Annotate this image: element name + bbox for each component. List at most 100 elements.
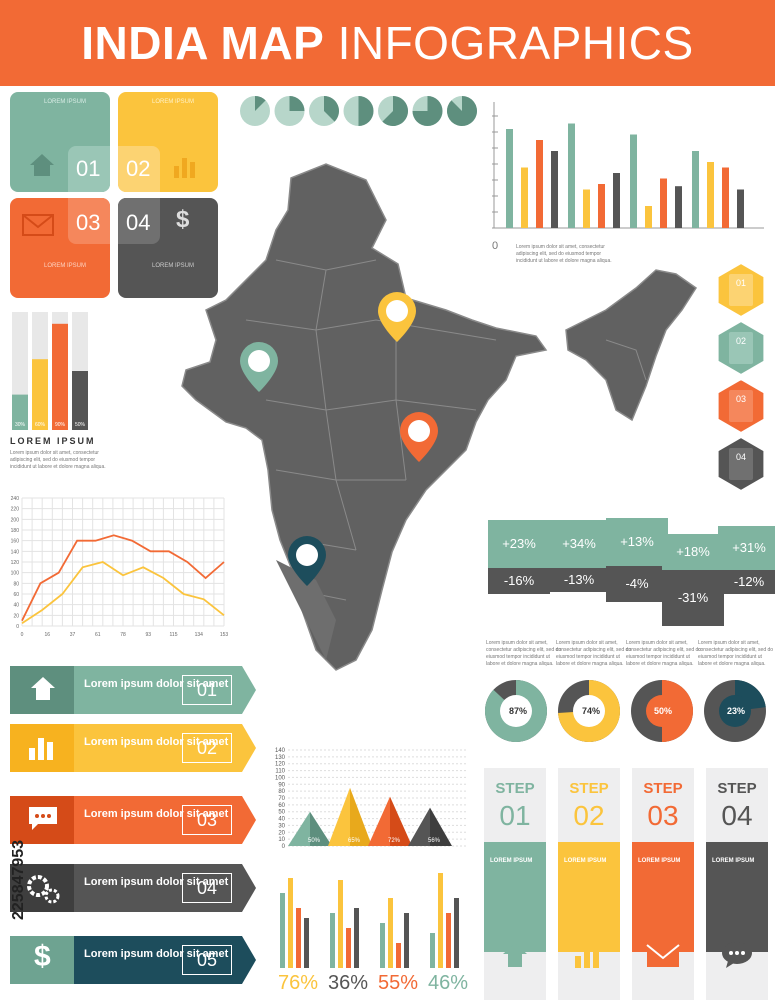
stat-down: -16% — [488, 568, 550, 594]
bottom-bar — [454, 898, 459, 968]
vbars-title: LOREM IPSUM — [10, 436, 96, 446]
line-series-1 — [21, 534, 225, 622]
top-bar — [645, 206, 652, 228]
tile-01: LOREM IPSUM 01 — [10, 92, 110, 192]
step-04[interactable]: STEP 04 LOREM IPSUM — [706, 768, 768, 1000]
y-tick-label: 30 — [278, 823, 285, 829]
y-tick-label: 50 — [278, 810, 285, 816]
step-label: LOREM IPSUM — [712, 858, 755, 864]
top-bar — [521, 167, 528, 228]
bar-chart-icon — [174, 158, 195, 178]
donut-row — [484, 680, 766, 742]
y-tick-label: 240 — [11, 496, 20, 502]
tile-number: 04 — [126, 210, 151, 235]
arrow-text: Lorem ipsum dolor sit amet — [84, 678, 229, 690]
arrow-text: Lorem ipsum dolor sit amet — [84, 948, 229, 960]
hexagon-label: 04 — [736, 452, 746, 462]
step-title: STEP — [717, 780, 757, 797]
top-bar — [506, 129, 513, 228]
bottom-bar — [330, 913, 335, 968]
bottom-bar — [280, 893, 285, 968]
page-title: INDIA MAP INFOGRAPHICS — [0, 0, 775, 86]
donut-label-1: 87% — [508, 706, 527, 716]
y-tick-label: 90 — [278, 782, 285, 788]
y-tick-label: 20 — [13, 613, 19, 619]
step-number: 01 — [499, 800, 531, 831]
bottom-percent-2: 36% — [328, 972, 369, 994]
hexagon-04[interactable]: 04 — [716, 435, 766, 493]
step-label: LOREM IPSUM — [564, 858, 607, 864]
y-tick-label: 200 — [11, 517, 20, 523]
tile-number: 01 — [76, 156, 101, 181]
bar-chart-icon — [575, 946, 599, 968]
x-tick-label: 78 — [120, 632, 126, 638]
bottom-bar — [346, 928, 351, 968]
home-icon — [503, 943, 527, 967]
stat-caption-2: Lorem ipsum dolor sit amet, consectetur a… — [556, 640, 632, 667]
hexagon-label: 02 — [736, 336, 746, 346]
bottom-bar — [304, 918, 309, 968]
step-02[interactable]: STEP 02 LOREM IPSUM — [558, 768, 620, 1000]
step-01[interactable]: STEP 01 LOREM IPSUM — [484, 768, 546, 1000]
step-number: 03 — [647, 800, 679, 831]
top-bar — [551, 151, 558, 228]
arrow-row-01[interactable]: Lorem ipsum dolor sit amet 01 — [10, 666, 256, 714]
triangle-label: 50% — [308, 838, 321, 844]
step-title: STEP — [643, 780, 683, 797]
arrow-row-05[interactable]: $ Lorem ipsum dolor sit amet 05 — [10, 936, 256, 984]
map-pin-orange[interactable] — [398, 410, 440, 466]
x-tick-label: 93 — [145, 632, 151, 638]
tile-number: 02 — [126, 156, 151, 181]
stat-col-5: +31% -12% — [718, 526, 775, 594]
line-chart: 0 20 40 60 80 100 120 140 160 180 200 220 240 0 16 37 61… — [11, 496, 229, 638]
line-series-2 — [21, 561, 225, 625]
envelope-icon — [646, 944, 680, 967]
arrow-row-04[interactable]: Lorem ipsum dolor sit amet 04 — [10, 864, 256, 912]
map-pin-teal[interactable] — [238, 340, 280, 396]
hexagon-02[interactable]: 02 — [716, 319, 766, 377]
map-pin-yellow[interactable] — [376, 290, 418, 346]
hexagon-03[interactable]: 03 — [716, 377, 766, 435]
arrow-row-03[interactable]: Lorem ipsum dolor sit amet 03 — [10, 796, 256, 844]
top-bar — [598, 184, 605, 228]
arrow-number: 01 — [182, 675, 232, 705]
pie-progress-3 — [309, 96, 339, 126]
donut-label-2: 74% — [581, 706, 600, 716]
pie-progress-2 — [274, 96, 305, 126]
triangle-label: 65% — [348, 838, 361, 844]
top-bar — [737, 189, 744, 228]
triangle-3 — [368, 796, 390, 846]
progress-bar — [12, 394, 28, 430]
y-tick-label: 120 — [275, 762, 286, 768]
top-bar — [692, 151, 699, 228]
arrow-number: 03 — [182, 805, 232, 835]
step-03[interactable]: STEP 03 LOREM IPSUM — [632, 768, 694, 1000]
arrow-row-02[interactable]: Lorem ipsum dolor sit amet 02 — [10, 724, 256, 772]
chat-icon — [29, 807, 57, 830]
pie-progress-4 — [343, 96, 374, 126]
tile-label: LOREM IPSUM — [44, 263, 87, 269]
progress-label: 90% — [55, 422, 66, 428]
progress-bar — [52, 323, 68, 430]
y-tick-label: 20 — [278, 830, 285, 836]
tile-number: 03 — [76, 210, 101, 235]
top-bar — [568, 123, 575, 228]
tile-02: LOREM IPSUM 02 — [118, 92, 218, 192]
y-tick-label: 180 — [11, 528, 20, 534]
triangle-4 — [408, 807, 430, 846]
top-bar — [707, 162, 714, 228]
step-title: STEP — [569, 780, 609, 797]
pie-progress-row — [240, 96, 478, 126]
stat-caption-1: Lorem ipsum dolor sit amet, consectetur a… — [486, 640, 562, 667]
gears-icon — [27, 875, 60, 904]
donut-4 — [704, 680, 766, 742]
progress-label: 30% — [15, 422, 26, 428]
x-tick-label: 61 — [95, 632, 101, 638]
y-tick-label: 40 — [278, 817, 285, 823]
x-tick-label: 134 — [195, 632, 204, 638]
top-bar — [613, 173, 620, 228]
map-pin-navy[interactable] — [286, 534, 328, 590]
y-tick-label: 130 — [275, 755, 286, 761]
hexagon-01[interactable]: 01 — [716, 262, 766, 319]
stat-col-2: +34% -13% — [548, 520, 610, 592]
